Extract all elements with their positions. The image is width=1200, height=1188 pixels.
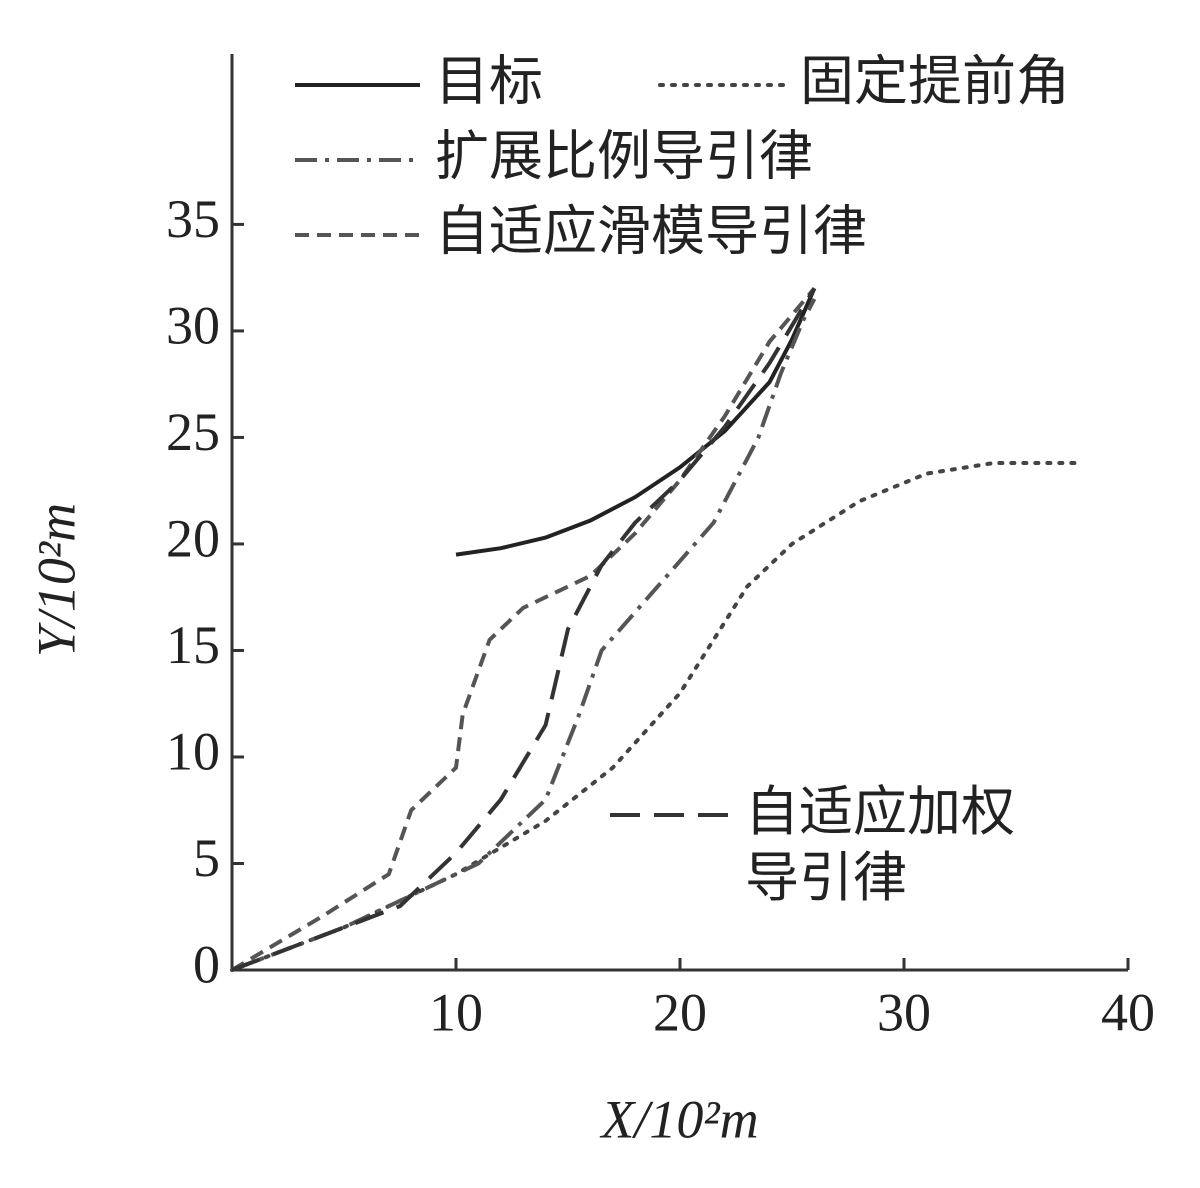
series-line <box>455 287 817 557</box>
x-tick-label: 30 <box>877 982 931 1042</box>
y-axis-label: Y/10²m <box>26 503 86 657</box>
y-tick-label: 15 <box>166 615 220 675</box>
legend-label: 固定提前角 <box>800 51 1070 111</box>
y-tick-label: 0 <box>193 934 220 994</box>
y-tick-label: 5 <box>193 828 220 888</box>
legend-label: 扩展比例导引律 <box>435 126 813 186</box>
series-line <box>230 287 816 972</box>
x-tick-label: 10 <box>429 982 483 1042</box>
legend-label: 自适应滑模导引律 <box>435 201 867 261</box>
y-tick-label: 20 <box>166 508 220 568</box>
x-axis-label: X/10²m <box>599 1089 758 1149</box>
y-tick-label: 30 <box>166 295 220 355</box>
series-line <box>231 287 817 972</box>
y-tick-label: 25 <box>166 402 220 462</box>
series-line <box>231 298 817 972</box>
y-tick-label: 10 <box>166 721 220 781</box>
legend-label: 目标 <box>435 51 543 111</box>
legend-label: 自适应加权导引律 <box>745 782 1015 908</box>
x-tick-label: 20 <box>653 982 707 1042</box>
x-tick-label: 40 <box>1101 982 1155 1042</box>
y-tick-label: 35 <box>166 189 220 249</box>
